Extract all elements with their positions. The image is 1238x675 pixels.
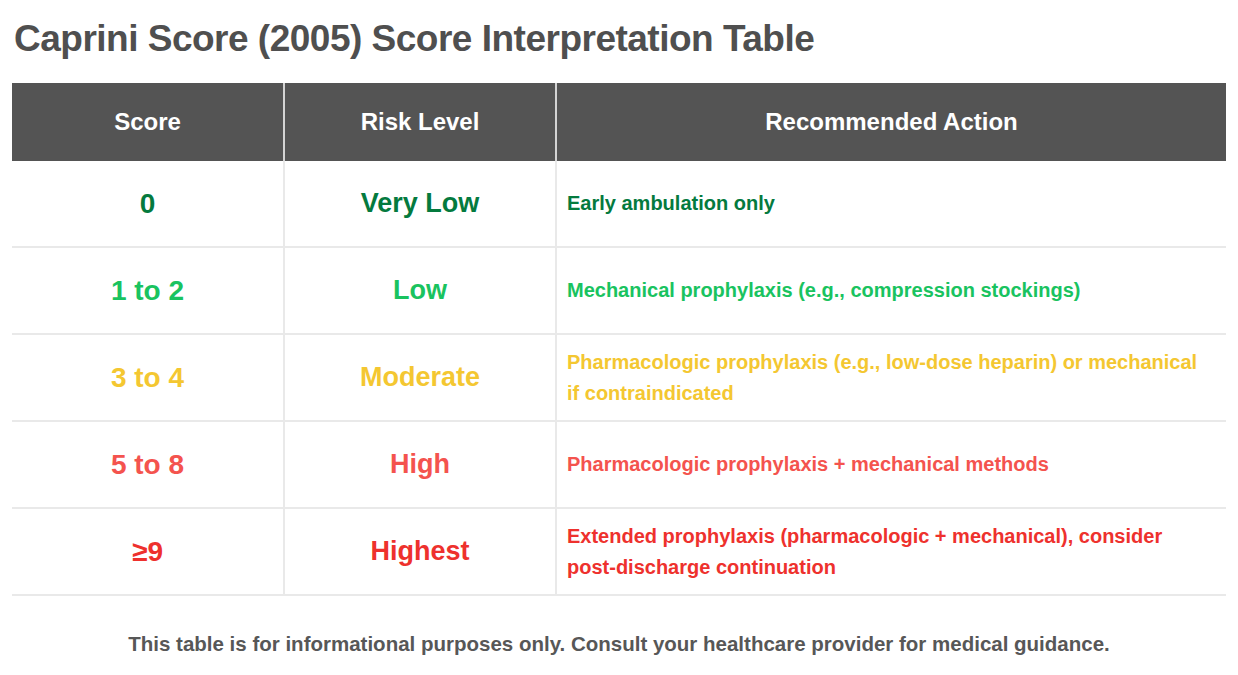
table-row: ≥9 Highest Extended prophylaxis (pharmac… <box>12 509 1226 596</box>
table-row: 1 to 2 Low Mechanical prophylaxis (e.g.,… <box>12 248 1226 335</box>
action-cell: Mechanical prophylaxis (e.g., compressio… <box>555 248 1226 333</box>
page-title: Caprini Score (2005) Score Interpretatio… <box>14 15 1238 62</box>
action-cell: Early ambulation only <box>555 161 1226 246</box>
score-cell: ≥9 <box>12 509 283 594</box>
score-cell: 5 to 8 <box>12 422 283 507</box>
action-cell: Pharmacologic prophylaxis + mechanical m… <box>555 422 1226 507</box>
risk-level-cell: Highest <box>283 509 555 594</box>
table-row: 3 to 4 Moderate Pharmacologic prophylaxi… <box>12 335 1226 422</box>
risk-level-cell: Very Low <box>283 161 555 246</box>
score-cell: 0 <box>12 161 283 246</box>
score-cell: 3 to 4 <box>12 335 283 420</box>
risk-level-cell: High <box>283 422 555 507</box>
column-header-recommended-action: Recommended Action <box>555 83 1226 161</box>
column-header-score: Score <box>12 83 283 161</box>
risk-level-cell: Moderate <box>283 335 555 420</box>
action-cell: Extended prophylaxis (pharmacologic + me… <box>555 509 1226 594</box>
action-cell: Pharmacologic prophylaxis (e.g., low-dos… <box>555 335 1226 420</box>
disclaimer-text: This table is for informational purposes… <box>12 632 1226 656</box>
table-row: 5 to 8 High Pharmacologic prophylaxis + … <box>12 422 1226 509</box>
column-header-risk-level: Risk Level <box>283 83 555 161</box>
score-cell: 1 to 2 <box>12 248 283 333</box>
risk-level-cell: Low <box>283 248 555 333</box>
interpretation-table: Score Risk Level Recommended Action 0 Ve… <box>12 83 1226 596</box>
table-row: 0 Very Low Early ambulation only <box>12 161 1226 248</box>
table-header-row: Score Risk Level Recommended Action <box>12 83 1226 161</box>
